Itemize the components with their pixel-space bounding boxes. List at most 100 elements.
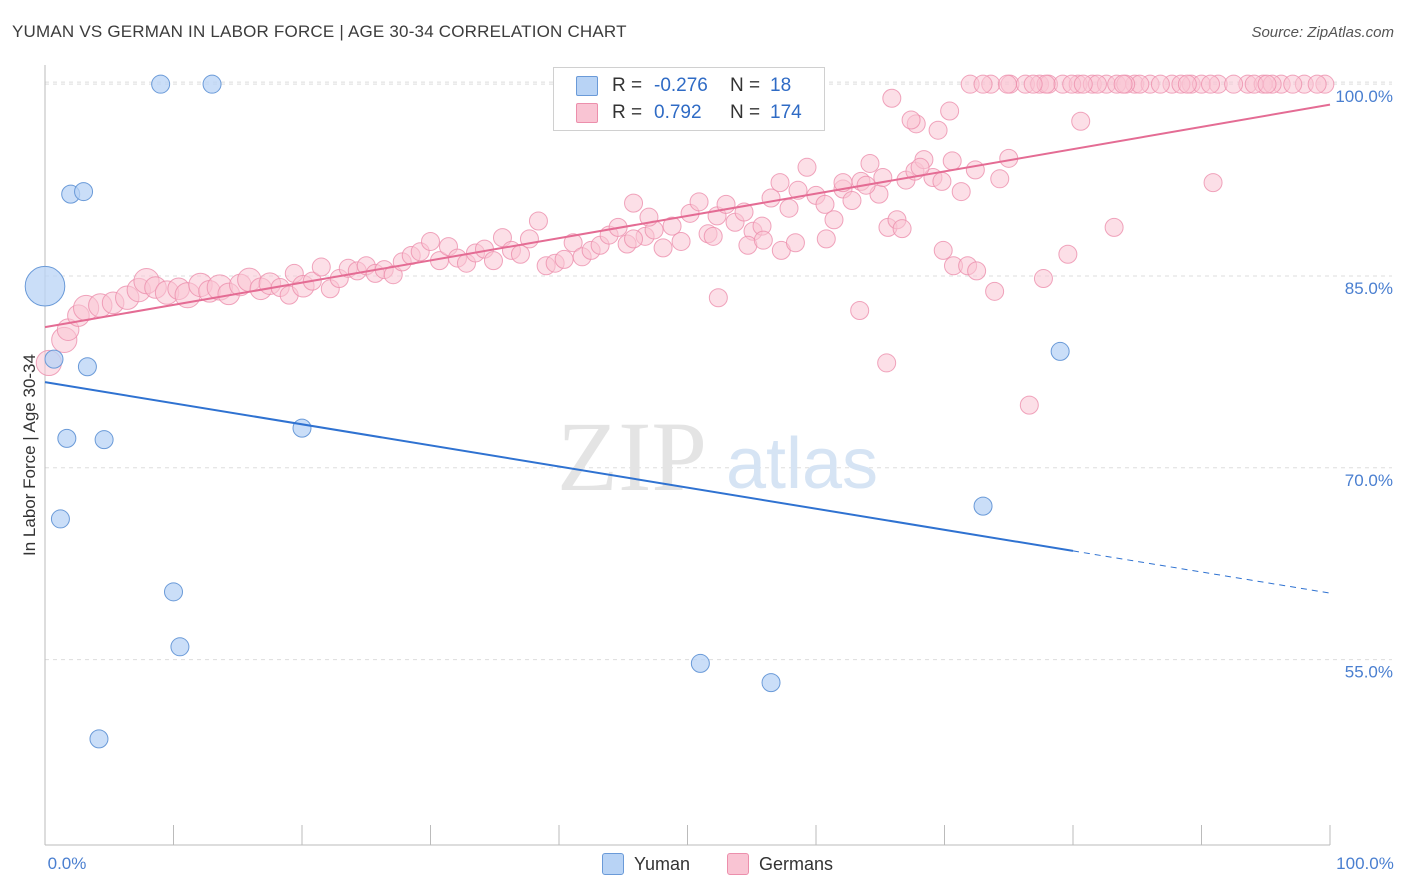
source-label: Source: ZipAtlas.com [1251,24,1394,41]
yuman-point [973,496,993,516]
yuman-point [74,182,94,202]
grid-lines [45,81,1392,661]
germans-point [1058,244,1078,264]
x-tick-label: 100.0% [1336,854,1394,873]
x-tick-label: 0.0% [48,854,87,873]
germans-point [483,251,503,271]
germans-point [951,182,971,202]
germans-series [35,74,1335,415]
yuman-legend-swatch [602,853,624,875]
chart-title: YUMAN VS GERMAN IN LABOR FORCE | AGE 30-… [12,22,627,41]
germans-r-value: 0.792 [654,102,702,123]
germans-point [932,171,952,191]
germans-point [990,169,1010,189]
yuman-point [292,418,312,438]
germans-point [703,226,723,246]
germans-point [785,233,805,253]
germans-point [624,193,644,213]
yuman-point [1050,341,1070,361]
germans-point [860,153,880,173]
germans-point [311,257,331,277]
germans-point [554,249,574,269]
yuman-point [202,74,222,94]
germans-trend-line [44,103,1331,329]
correlation-legend: R = -0.276 N = 18 R = 0.792 N = 174 [553,67,825,131]
germans-point [528,211,548,231]
germans-point [850,301,870,321]
y-tick-label: 100.0% [1335,87,1393,106]
germans-point [653,238,673,258]
germans-n-value: 174 [770,102,802,123]
n-label: N = [730,102,761,123]
germans-swatch [576,103,598,123]
germans-point [770,173,790,193]
germans-point [421,231,440,251]
germans-point [882,88,902,108]
yuman-point [151,74,171,94]
yuman-point [170,637,190,657]
germans-point [892,219,912,239]
trend-lines [44,103,1331,594]
yuman-swatch [576,76,598,96]
germans-point [1150,74,1170,94]
germans-point [624,229,644,249]
germans-point [563,233,583,253]
germans-point [671,231,691,251]
germans-point [842,191,862,211]
tick-labels: 100.0% 85.0% 70.0% 55.0% 0.0% 100.0% [48,87,1394,873]
germans-point [1033,269,1053,289]
germans-point [1104,217,1124,237]
yuman-r-value: -0.276 [654,75,708,96]
germans-point [788,180,808,200]
germans-point [877,353,897,373]
bottom-legend-germans[interactable]: Germans [727,852,833,876]
germans-point [1019,395,1039,415]
germans-point [662,216,682,236]
yuman-n-value: 18 [770,75,792,96]
y-tick-label: 55.0% [1345,663,1393,682]
germans-point [928,120,948,140]
germans-point [753,230,773,250]
germans-legend-swatch [727,853,749,875]
yuman-point [89,729,109,749]
germans-point [1203,173,1223,193]
germans-point [708,288,728,308]
yuman-point [164,582,183,602]
germans-point [967,261,987,281]
germans-point [965,160,985,180]
axes [44,65,1331,846]
germans-point [1073,74,1093,94]
r-label: R = [612,75,643,96]
germans-point [940,101,960,121]
germans-point [1283,74,1303,94]
yuman-trend-line [44,381,1074,552]
germans-point [833,173,853,193]
germans-point [997,74,1017,94]
watermark-atlas: atlas [726,424,878,504]
legend-row-yuman: R = -0.276 N = 18 [576,74,791,98]
yuman-point [94,430,114,450]
y-axis-label: In Labor Force | Age 30-34 [20,354,39,556]
germans-point [933,240,953,260]
germans-point [816,229,836,249]
r-label: R = [612,102,643,123]
germans-legend-label: Germans [759,853,834,874]
yuman-series [24,74,1070,749]
germans-point [824,210,844,230]
germans-point [797,157,817,177]
germans-point [1177,74,1197,94]
germans-point [942,151,962,171]
y-tick-label: 70.0% [1345,471,1393,490]
yuman-point [44,349,64,369]
germans-point [815,194,835,214]
germans-point [985,281,1005,301]
germans-point [1071,111,1091,131]
yuman-point [690,653,710,673]
germans-point [901,110,921,130]
yuman-point [57,428,77,448]
germans-point [1307,74,1327,94]
bottom-legend-yuman[interactable]: Yuman [602,852,690,876]
germans-point [1113,74,1133,94]
germans-point [779,198,799,218]
